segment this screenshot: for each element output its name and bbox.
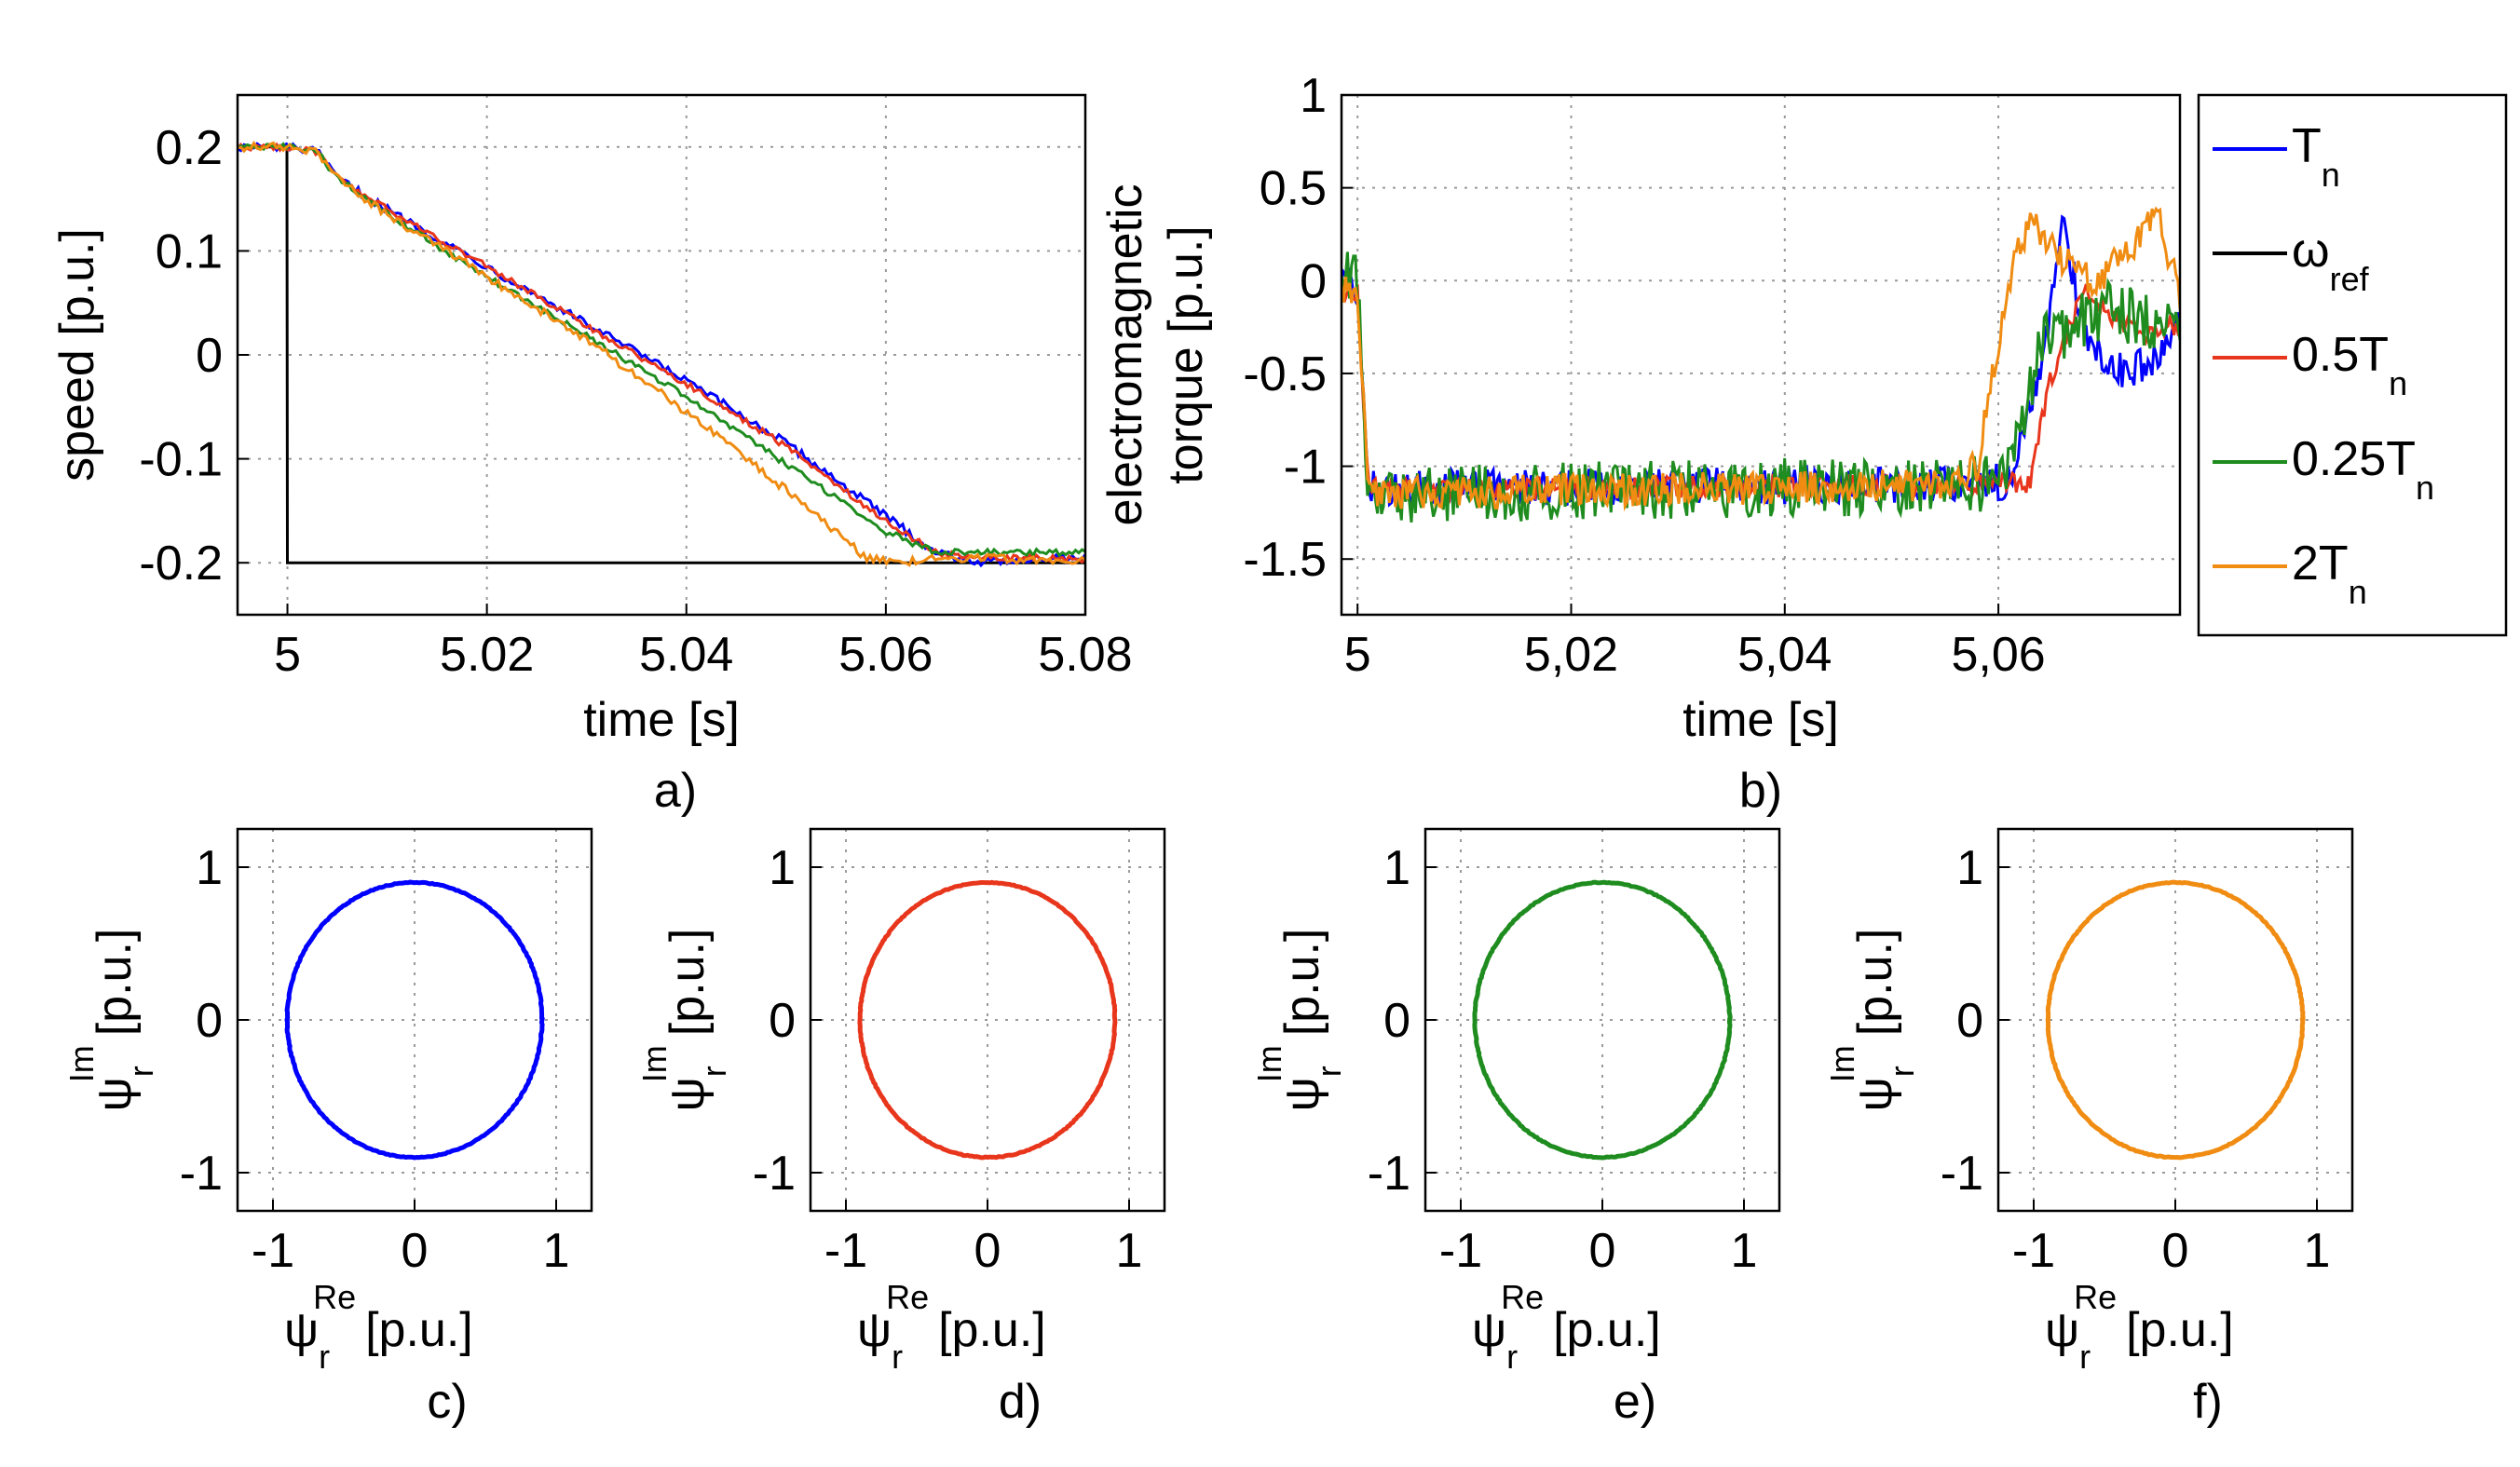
x-tick-label: 5,06 bbox=[1951, 628, 2045, 682]
series-line-Tn2 bbox=[1342, 206, 2180, 512]
y-axis-label: ψrIm[p.u.] bbox=[635, 929, 733, 1112]
legend-box bbox=[2197, 93, 2508, 637]
y-tick-label: -0.2 bbox=[139, 537, 223, 591]
flux-locus-f bbox=[2045, 879, 2306, 1161]
legend-label-Tn025: 0.25Tn bbox=[2292, 432, 2434, 507]
y-axis-label: ψrIm[p.u.] bbox=[1823, 929, 1921, 1112]
y-tick-label: 0.5 bbox=[1260, 162, 1327, 216]
x-tick-label: 0 bbox=[402, 1224, 429, 1278]
y-tick-label: 1 bbox=[1383, 841, 1410, 895]
x-tick-label: 5.04 bbox=[639, 628, 733, 682]
x-tick-label: -1 bbox=[252, 1224, 294, 1278]
x-tick-label: 1 bbox=[543, 1224, 570, 1278]
legend-label-Tn2: 2Tn bbox=[2292, 537, 2367, 611]
x-axis-label: ψrRe[p.u.] bbox=[857, 1278, 1046, 1376]
x-tick-label: 5 bbox=[1344, 628, 1371, 682]
panel-label-b: b) bbox=[1739, 764, 1782, 818]
y-axis-label-line1: electromagnetic bbox=[1098, 183, 1152, 525]
panel-label-f: f) bbox=[2193, 1375, 2223, 1429]
x-axis-label: time [s] bbox=[1682, 693, 1839, 747]
axes-frame bbox=[236, 827, 593, 1213]
y-tick-label: 1 bbox=[1300, 69, 1327, 123]
x-tick-label: 5.02 bbox=[440, 628, 534, 682]
x-tick-label: 5 bbox=[274, 628, 301, 682]
y-tick-label: -1 bbox=[753, 1147, 796, 1201]
y-tick-label: 1 bbox=[1956, 841, 1983, 895]
flux-locus-c bbox=[284, 879, 545, 1161]
axes-frame bbox=[1423, 827, 1781, 1213]
y-tick-label: 1 bbox=[769, 841, 796, 895]
y-tick-label: 0 bbox=[196, 994, 223, 1048]
y-tick-label: 1 bbox=[196, 841, 223, 895]
plot-area-a bbox=[238, 95, 1085, 615]
x-tick-label: 1 bbox=[1116, 1224, 1143, 1278]
y-tick-label: 0 bbox=[196, 329, 223, 383]
flux-locus-d bbox=[857, 879, 1118, 1161]
panel-label-c: c) bbox=[427, 1375, 467, 1429]
y-tick-label: -0.5 bbox=[1243, 347, 1327, 401]
y-tick-label: -1 bbox=[1368, 1147, 1410, 1201]
y-axis-label: speed [p.u.] bbox=[50, 228, 104, 482]
legend-label-Tn: Tn bbox=[2292, 119, 2340, 194]
x-tick-label: 5.06 bbox=[838, 628, 933, 682]
y-tick-label: 0 bbox=[769, 994, 796, 1048]
y-tick-label: -0.1 bbox=[139, 433, 223, 487]
legend-label-w_ref: ωref bbox=[2292, 224, 2370, 298]
x-tick-label: 5,04 bbox=[1737, 628, 1832, 682]
x-tick-label: 5,02 bbox=[1524, 628, 1618, 682]
y-axis-label-line2: torque [p.u.] bbox=[1159, 225, 1213, 484]
chart-panel-b: 5 5,02 5,04 5,06 1 0.5 0 -0.5 -1 -1.5 time [s] elec… bbox=[1098, 69, 2182, 818]
x-tick-label: 1 bbox=[2304, 1224, 2331, 1278]
x-tick-label: 0 bbox=[974, 1224, 1001, 1278]
panel-label-e: e) bbox=[1614, 1375, 1656, 1429]
panel-label-a: a) bbox=[654, 764, 697, 818]
x-tick-label: 1 bbox=[1731, 1224, 1758, 1278]
axes-frame bbox=[809, 827, 1166, 1213]
flux-locus-e bbox=[1472, 879, 1733, 1161]
x-tick-label: -1 bbox=[1439, 1224, 1482, 1278]
x-tick-label: 0 bbox=[2162, 1224, 2189, 1278]
chart-panel-a: 5 5.02 5.04 5.06 5.08 0.2 0.1 0 -0.1 -0.2 time [s]… bbox=[50, 93, 1133, 818]
x-tick-label: 5.08 bbox=[1038, 628, 1132, 682]
panel-label-d: d) bbox=[999, 1375, 1042, 1429]
y-tick-label: 0.2 bbox=[156, 121, 223, 175]
axes-frame bbox=[236, 93, 1087, 617]
y-axis-label: ψrIm[p.u.] bbox=[1250, 929, 1348, 1112]
legend: Tn ωref 0.5Tn 0.25Tn 2Tn bbox=[2197, 93, 2508, 637]
axes-frame bbox=[1996, 827, 2354, 1213]
x-tick-label: -1 bbox=[2012, 1224, 2055, 1278]
y-tick-label: -1 bbox=[1284, 441, 1327, 495]
axes-frame bbox=[1340, 93, 2182, 617]
y-tick-label: 0 bbox=[1300, 254, 1327, 308]
x-tick-label: 0 bbox=[1589, 1224, 1616, 1278]
series-line-Tn025 bbox=[1342, 251, 2180, 523]
legend-label-Tn05: 0.5Tn bbox=[2292, 328, 2407, 402]
y-tick-label: 0 bbox=[1956, 994, 1983, 1048]
x-axis-label: time [s] bbox=[583, 693, 740, 747]
x-axis-label: ψrRe[p.u.] bbox=[2045, 1278, 2234, 1376]
x-axis-label: ψrRe[p.u.] bbox=[1472, 1278, 1661, 1376]
plot-area-b bbox=[1342, 95, 2180, 615]
x-tick-label: -1 bbox=[824, 1224, 867, 1278]
y-tick-label: -1 bbox=[180, 1147, 223, 1201]
x-axis-label: ψrRe[p.u.] bbox=[284, 1278, 473, 1376]
series-line-Tn2 bbox=[238, 140, 1085, 567]
y-tick-label: 0 bbox=[1383, 994, 1410, 1048]
y-tick-label: -1.5 bbox=[1243, 533, 1327, 587]
y-tick-label: 0.1 bbox=[156, 224, 223, 278]
y-tick-label: -1 bbox=[1941, 1147, 1983, 1201]
y-axis-label: ψrIm[p.u.] bbox=[62, 929, 160, 1112]
